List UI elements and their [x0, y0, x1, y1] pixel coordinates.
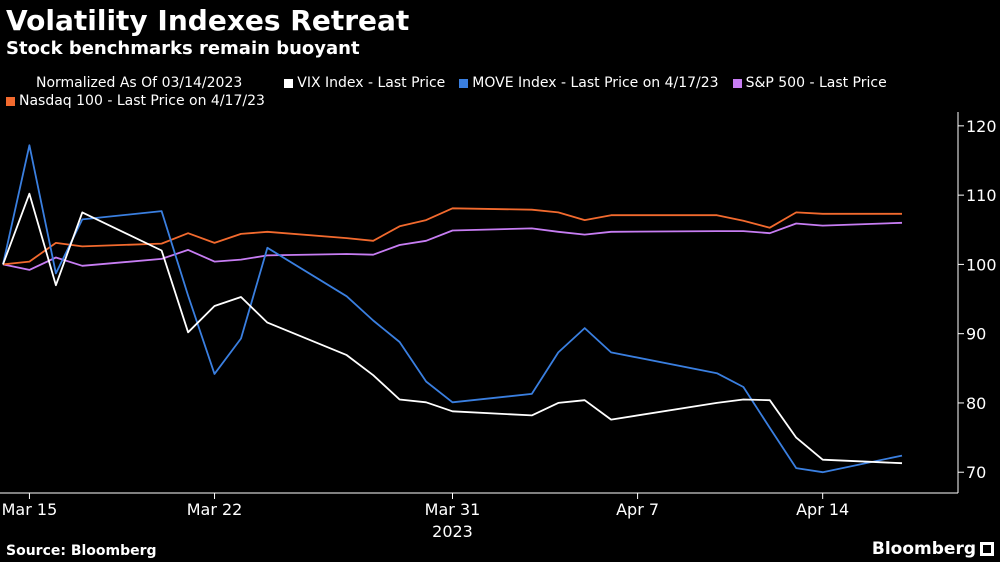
legend-label-vix: VIX Index - Last Price	[297, 75, 446, 91]
legend-note: Normalized As Of 03/14/2023	[36, 75, 243, 91]
legend-label-ndx: Nasdaq 100 - Last Price on 4/17/23	[19, 93, 265, 109]
chart-subtitle: Stock benchmarks remain buoyant	[6, 38, 360, 59]
series-line-2	[2, 221, 903, 271]
series-line-3	[2, 207, 902, 266]
y-tick-label-110: 110	[966, 186, 997, 205]
legend: Normalized As Of 03/14/2023 VIX Index - …	[6, 74, 946, 110]
y-tick-label-120: 120	[966, 117, 997, 136]
legend-swatch-move	[459, 78, 469, 88]
chart-title: Volatility Indexes Retreat	[6, 4, 410, 37]
x-tick-label-2: Mar 31	[425, 500, 481, 519]
legend-item-ndx: Nasdaq 100 - Last Price on 4/17/23	[6, 92, 265, 110]
series-line-1	[2, 144, 903, 474]
bloomberg-logo: Bloomberg	[872, 539, 994, 559]
x-tick-label-4: Apr 14	[796, 500, 849, 519]
y-tick-label-90: 90	[966, 325, 986, 344]
legend-swatch-spx	[732, 78, 742, 88]
x-tick-label-1: Mar 22	[187, 500, 243, 519]
legend-label-move: MOVE Index - Last Price on 4/17/23	[472, 75, 719, 91]
source-note: Source: Bloomberg	[6, 543, 157, 559]
x-tick-label-3: Apr 7	[616, 500, 659, 519]
legend-label-spx: S&P 500 - Last Price	[745, 75, 887, 91]
x-year-label: 2023	[432, 522, 473, 541]
legend-item-spx: S&P 500 - Last Price	[732, 74, 887, 92]
y-tick-label-100: 100	[966, 255, 997, 274]
bloomberg-icon	[980, 542, 994, 556]
series-line-0	[2, 192, 903, 465]
legend-row-1: Normalized As Of 03/14/2023 VIX Index - …	[6, 74, 946, 92]
y-tick-label-80: 80	[966, 394, 986, 413]
legend-row-2: Nasdaq 100 - Last Price on 4/17/23	[6, 92, 946, 110]
legend-swatch-vix	[284, 78, 294, 88]
legend-item-move: MOVE Index - Last Price on 4/17/23	[459, 74, 719, 92]
brand-label: Bloomberg	[871, 539, 976, 559]
y-tick-label-70: 70	[966, 463, 986, 482]
legend-item-vix: VIX Index - Last Price	[284, 74, 445, 92]
x-tick-label-0: Mar 15	[2, 500, 58, 519]
legend-swatch-ndx	[6, 96, 15, 106]
line-chart: 70 80 90 100 110 120 Mar 15 Mar 22 Mar 31 Apr 7 Ap…	[0, 112, 997, 541]
